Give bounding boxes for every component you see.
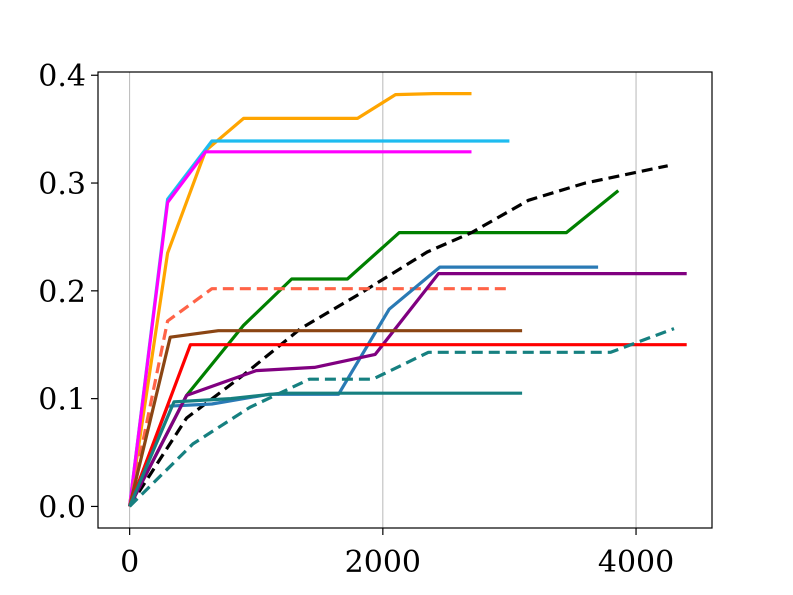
grid-lines (129, 72, 637, 528)
x-tick-label: 2000 (345, 545, 421, 580)
series-line-12 (128, 327, 675, 508)
series-line-4 (128, 189, 620, 508)
y-tick-label: 0.3 (38, 167, 86, 202)
series-line-7 (128, 265, 599, 507)
y-tick-label: 0.0 (38, 490, 86, 525)
series-line-1 (128, 91, 472, 507)
series-line-8 (128, 272, 687, 508)
series-line-2 (128, 139, 510, 507)
x-tick-label: 0 (120, 545, 139, 580)
series-line-6 (128, 287, 510, 507)
axis-ticks: 0 2000 4000 0.0 0.1 0.2 0.3 0.4 (38, 59, 674, 580)
y-tick-label: 0.4 (38, 59, 86, 94)
series-line-9 (128, 329, 523, 507)
series-line-11 (128, 391, 523, 508)
series-lines (128, 91, 687, 508)
series-line-5 (128, 164, 669, 508)
plot-frame (97, 71, 713, 529)
y-tick-label: 0.1 (38, 383, 86, 418)
series-line-3 (128, 150, 472, 507)
x-tick-label: 4000 (598, 545, 674, 580)
series-line-10 (128, 343, 687, 507)
y-tick-label: 0.2 (38, 275, 86, 310)
